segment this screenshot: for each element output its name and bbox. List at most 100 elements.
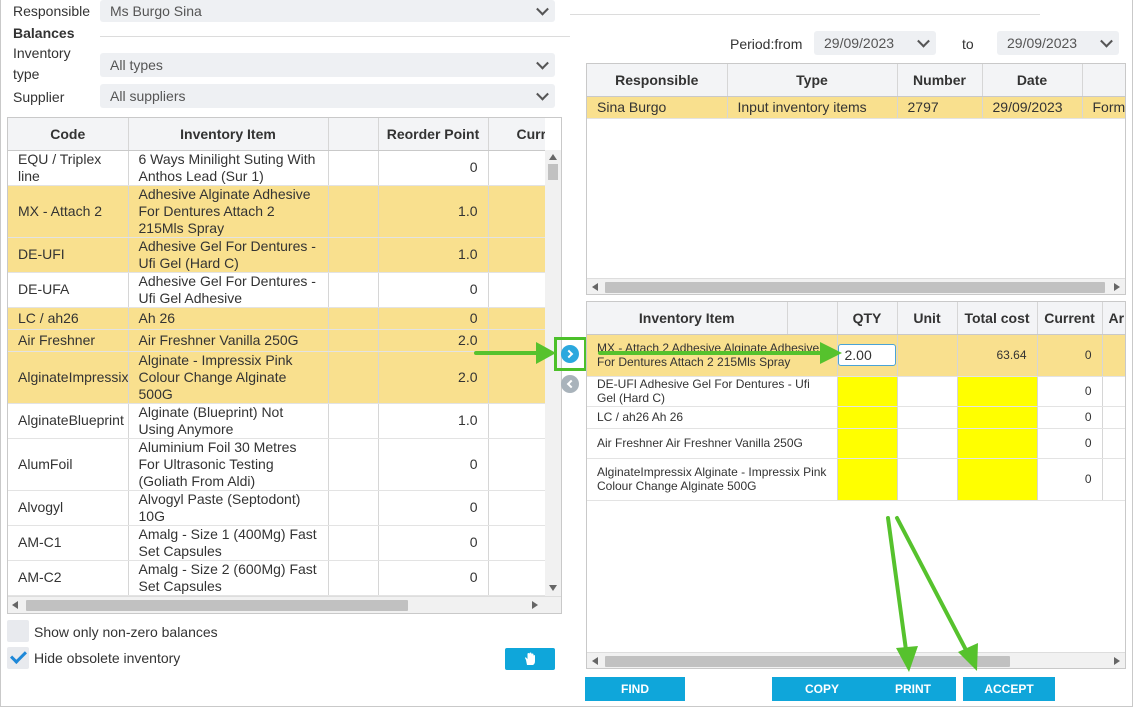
cell-line-item: AlginateImpressix Alginate - Impressix P… (587, 458, 838, 501)
cell-inventory-item: Air Freshner Vanilla 250G (128, 329, 329, 352)
doc-type: Input inventory items (727, 96, 898, 119)
lines-horizontal-scrollbar[interactable] (587, 652, 1125, 668)
cell-qty[interactable] (837, 376, 898, 407)
cell-current (488, 490, 545, 526)
cell-reorder-point: 1.0 (378, 403, 489, 439)
inventory-vertical-scrollbar[interactable] (545, 150, 561, 596)
cell-current (488, 560, 545, 596)
cell-blank (328, 438, 379, 491)
obsolete-checkbox[interactable] (7, 647, 29, 669)
cell-reorder-point: 0 (378, 490, 489, 526)
checkmark-icon (10, 647, 27, 664)
col-type[interactable]: Type (727, 64, 898, 97)
cell-line-item: DE-UFI Adhesive Gel For Dentures - Ufi G… (587, 376, 838, 407)
qty-input[interactable]: 2.00 (837, 344, 896, 366)
col-code[interactable]: Code (8, 118, 129, 151)
scroll-down-icon[interactable] (549, 585, 557, 591)
scroll-left-icon[interactable] (12, 601, 18, 609)
table-row[interactable]: LC / ah26 Ah 26 0 (8, 307, 545, 330)
cell-line-current: 0 (1037, 406, 1103, 429)
move-right-icon[interactable] (561, 345, 579, 363)
scroll-left-icon[interactable] (592, 657, 598, 665)
col-responsible[interactable]: Responsible (587, 64, 728, 97)
header-divider (570, 14, 1040, 15)
copy-button[interactable]: COPY (772, 677, 872, 701)
hand-button[interactable] (505, 648, 555, 670)
col-reorder-point[interactable]: Reorder Point (378, 118, 489, 151)
table-row[interactable]: Alvogyl Alvogyl Paste (Septodont) 10G 0 (8, 490, 545, 526)
inventory-type-select[interactable]: All types (100, 53, 555, 77)
table-row[interactable]: DE-UFI Adhesive Gel For Dentures - Ufi Ge… (8, 237, 545, 273)
scroll-right-icon[interactable] (1114, 283, 1120, 291)
cell-current (488, 185, 545, 238)
col-line-extra[interactable]: Ar (1102, 302, 1125, 335)
accept-button[interactable]: ACCEPT (963, 677, 1055, 701)
col-current[interactable]: Curr (488, 118, 545, 151)
cell-code: AlginateImpressix (8, 351, 129, 404)
cell-inventory-item: 6 Ways Minilight Suting With Anthos Lead… (128, 150, 329, 186)
table-row[interactable]: AM-C2 Amalg - Size 2 (600Mg) Fast Set Cap… (8, 560, 545, 596)
col-qty[interactable]: QTY (837, 302, 898, 335)
cell-inventory-item: Aluminium Foil 30 Metres For Ultrasonic … (128, 438, 329, 491)
documents-horizontal-scrollbar[interactable] (587, 278, 1125, 294)
scroll-right-icon[interactable] (532, 601, 538, 609)
col-blank[interactable] (328, 118, 379, 151)
table-row[interactable]: AlumFoil Aluminium Foil 30 Metres For Ult… (8, 438, 545, 491)
col-line-blank[interactable] (787, 302, 838, 335)
responsible-value: Ms Burgo Sina (110, 3, 202, 19)
table-row[interactable]: DE-UFA Adhesive Gel For Dentures - Ufi Ge… (8, 272, 545, 308)
col-total-cost[interactable]: Total cost (957, 302, 1038, 335)
lines-grid: Inventory Item QTY Unit Total cost Curre… (586, 301, 1126, 669)
col-inventory-item[interactable]: Inventory Item (128, 118, 329, 151)
cell-code: Air Freshner (8, 329, 129, 352)
cell-unit (897, 376, 958, 407)
col-unit[interactable]: Unit (897, 302, 958, 335)
cell-inventory-item: Amalg - Size 1 (400Mg) Fast Set Capsules (128, 525, 329, 561)
table-row[interactable]: AlginateImpressix Alginate - Impressix P… (587, 458, 1125, 501)
col-line-current[interactable]: Current (1037, 302, 1103, 335)
cell-qty[interactable]: 2.00 (837, 334, 898, 377)
cell-current (488, 351, 545, 404)
table-row[interactable]: LC / ah26 Ah 26 0 (587, 406, 1125, 429)
nonzero-checkbox[interactable] (7, 620, 29, 642)
scroll-thumb[interactable] (605, 282, 1105, 293)
col-extra[interactable] (1082, 64, 1125, 97)
period-from-value: 29/09/2023 (824, 35, 895, 51)
inventory-table: Code Inventory Item Reorder Point Curr E… (8, 118, 545, 596)
table-row[interactable]: Air Freshner Air Freshner Vanilla 250G 2.0 (8, 329, 545, 352)
move-left-icon[interactable] (561, 375, 579, 393)
scroll-left-icon[interactable] (592, 283, 598, 291)
scroll-thumb[interactable] (548, 164, 558, 180)
cell-reorder-point: 0 (378, 438, 489, 491)
responsible-select[interactable]: Ms Burgo Sina (100, 0, 555, 22)
period-from-select[interactable]: 29/09/2023 (814, 31, 936, 55)
col-line-item[interactable]: Inventory Item (587, 302, 788, 335)
table-row[interactable]: Air Freshner Air Freshner Vanilla 250G 0 (587, 428, 1125, 459)
inventory-horizontal-scrollbar[interactable] (8, 596, 561, 613)
cell-qty[interactable] (837, 406, 898, 429)
cell-code: EQU / Triplex line (8, 150, 129, 186)
document-row[interactable]: Sina Burgo Input inventory items 2797 29… (587, 96, 1125, 119)
cell-qty[interactable] (837, 458, 898, 501)
cell-blank (328, 351, 379, 404)
table-row[interactable]: MX - Attach 2 Adhesive Alginate Adhesive … (8, 185, 545, 238)
table-row[interactable]: DE-UFI Adhesive Gel For Dentures - Ufi G… (587, 376, 1125, 407)
supplier-select[interactable]: All suppliers (100, 84, 555, 108)
col-number[interactable]: Number (897, 64, 983, 97)
find-button[interactable]: FIND (585, 677, 685, 701)
scroll-thumb[interactable] (605, 656, 1010, 667)
col-date[interactable]: Date (982, 64, 1083, 97)
period-to-select[interactable]: 29/09/2023 (997, 31, 1119, 55)
table-row[interactable]: EQU / Triplex line 6 Ways Minilight Sutin… (8, 150, 545, 186)
doc-extra: Form (1082, 96, 1125, 119)
lines-table: Inventory Item QTY Unit Total cost Curre… (587, 302, 1125, 501)
table-row[interactable]: AlginateImpressix Alginate - Impressix Pi… (8, 351, 545, 404)
scroll-right-icon[interactable] (1114, 657, 1120, 665)
print-button[interactable]: PRINT (870, 677, 956, 701)
scroll-up-icon[interactable] (549, 154, 557, 160)
cell-qty[interactable] (837, 428, 898, 459)
scroll-thumb[interactable] (26, 600, 408, 611)
table-row[interactable]: MX - Attach 2 Adhesive Alginate Adhesive… (587, 334, 1125, 377)
table-row[interactable]: AlginateBlueprint Alginate (Blueprint) No… (8, 403, 545, 439)
table-row[interactable]: AM-C1 Amalg - Size 1 (400Mg) Fast Set Cap… (8, 525, 545, 561)
